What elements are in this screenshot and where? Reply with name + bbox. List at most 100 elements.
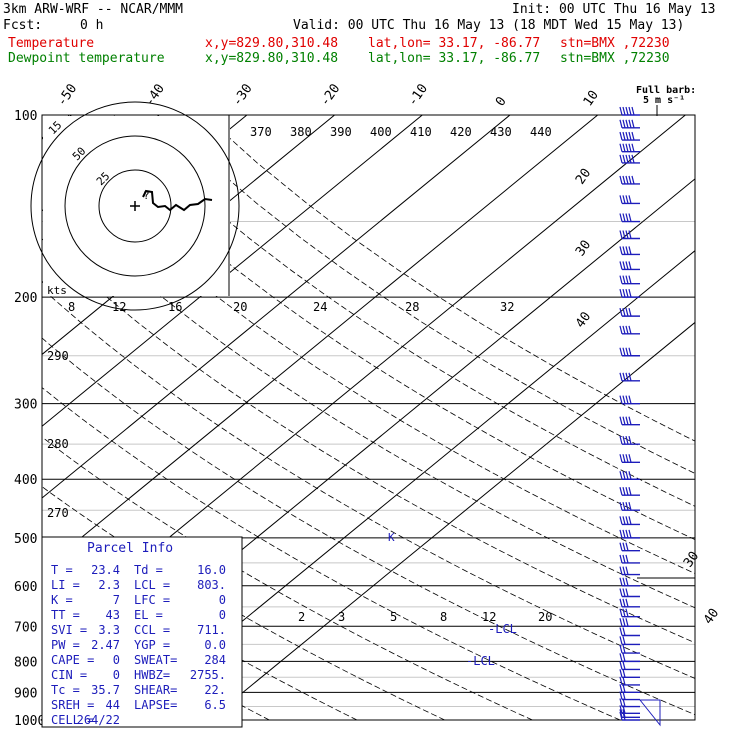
parcel-info-key: SVI = <box>51 623 87 637</box>
mixing-ratio-label: 32 <box>500 300 514 314</box>
wind-barb-feather <box>625 275 629 284</box>
wind-barb-feather <box>622 705 626 714</box>
plot-frame <box>41 114 696 721</box>
wind-barb-feather <box>622 347 626 356</box>
wind-barb-feather <box>622 529 626 539</box>
wind-barb-feather <box>619 653 623 662</box>
wind-barb-feather <box>619 691 623 700</box>
theta-label: 420 <box>450 125 472 139</box>
temperature-tick-label: -20 <box>318 81 344 109</box>
wind-barb-feather <box>628 288 632 298</box>
wind-barb-feather <box>622 554 626 564</box>
wind-barb-feather <box>628 275 632 284</box>
wind-barb-feather <box>628 416 632 425</box>
temperature-latlon: lat,lon= 33.17, -86.77 <box>368 36 541 51</box>
wind-barb-feather <box>625 325 629 334</box>
temperature-tick-label: -10 <box>405 81 431 109</box>
theta-side-label: 280 <box>47 437 69 451</box>
wind-barb-feather <box>622 487 626 496</box>
parcel-info-value: 0 <box>219 608 226 622</box>
pressure-tick-label: 1000 <box>14 714 45 729</box>
wind-barb-feather <box>619 705 623 714</box>
temperature-profile-line <box>0 115 3 720</box>
wind-barb-feather <box>625 487 629 496</box>
wind-barb-feather <box>622 598 626 607</box>
wind-barb-feather <box>619 709 623 718</box>
wind-barb-feather <box>622 436 626 445</box>
wind-barb-feather <box>619 577 623 586</box>
dry-adiabat-line <box>42 136 695 574</box>
parcel-info-key: HWBZ= <box>134 668 170 682</box>
ccl-annotation: -LCL <box>488 622 517 636</box>
temperature-xy: x,y=829.80,310.48 <box>205 36 339 51</box>
hodograph-kts-label: kts <box>47 284 67 297</box>
wind-barb-feather <box>622 516 626 525</box>
wind-barb-feather <box>622 154 626 164</box>
wind-barb-feather <box>622 636 626 645</box>
temperature-tick-label: -30 <box>230 81 256 109</box>
wind-barb-feather <box>628 454 632 463</box>
wind-barb-feather <box>622 698 626 707</box>
temperature-tick-label: 10 <box>581 88 602 109</box>
wind-barb-feather <box>619 711 623 721</box>
parcel-info-key: CIN = <box>51 668 87 682</box>
wind-barb-feather <box>628 154 632 164</box>
wind-barb-feather <box>622 711 626 721</box>
wind-barb-feather <box>622 261 626 270</box>
parcel-info-key: CAPE = <box>51 653 94 667</box>
wind-barb-feather <box>625 577 629 586</box>
wind-barb-feather <box>625 131 629 141</box>
dry-adiabat-line <box>42 187 695 609</box>
wind-barb-feather <box>622 288 626 298</box>
dry-adiabat-line <box>203 115 695 442</box>
theta-label: 380 <box>290 125 312 139</box>
wind-barb-feather <box>619 542 623 551</box>
wind-barb-feather <box>619 195 623 204</box>
wind-barb-feather <box>622 566 626 575</box>
wind-barb-feather <box>622 608 626 617</box>
wind-barb-feather <box>619 698 623 707</box>
parcel-info-value: 0.0 <box>204 638 226 652</box>
wind-barb-feather <box>619 471 623 480</box>
wind-barb-feather <box>625 246 629 255</box>
wind-barb-feather <box>622 213 626 222</box>
wind-barb-feather <box>622 471 626 480</box>
wind-barb-feather <box>619 554 623 564</box>
wind-barb-feather <box>628 471 632 480</box>
isotherm-line <box>42 115 423 427</box>
parcel-info-key: LCL = <box>134 578 170 592</box>
wind-barb-feather <box>628 131 632 141</box>
mixing-ratio-label: 3 <box>338 610 345 624</box>
wind-barb-feather <box>628 395 632 404</box>
wind-barb-feather <box>619 246 623 255</box>
pressure-tick-label: 400 <box>14 473 37 488</box>
pressure-tick-label: 600 <box>14 580 37 595</box>
temperature-tick-label: 0 <box>493 94 510 109</box>
wind-barb-feather <box>625 416 629 425</box>
wind-barb-feather <box>619 684 623 693</box>
wind-barb-feather <box>625 372 629 381</box>
wind-barb-feather <box>625 175 629 185</box>
wind-barb-feather <box>619 175 623 185</box>
wind-barb-feather <box>622 669 626 678</box>
parcel-info-value: 7 <box>113 593 120 607</box>
fcst-value: 0 h <box>80 18 104 33</box>
wind-barb-feather <box>628 516 632 525</box>
wind-barb-feather <box>619 627 623 636</box>
wind-barb-feather <box>628 119 632 128</box>
mixing-ratio-label: 5 <box>390 610 397 624</box>
wind-barb-feather <box>628 230 632 239</box>
parcel-info-value: 3.3 <box>98 623 120 637</box>
parcel-info-value: 264/22 <box>77 713 120 727</box>
wind-barb-feather <box>631 154 635 164</box>
wind-barb-feather <box>622 653 626 662</box>
pressure-tick-label: 900 <box>14 686 37 701</box>
parcel-info-key: CCL = <box>134 623 170 637</box>
wind-barb-feather <box>619 325 623 334</box>
wind-barb-feather <box>625 566 629 575</box>
wind-barb-feather <box>622 395 626 404</box>
wind-barb-feather <box>619 618 623 627</box>
parcel-info-value: 6.5 <box>204 698 226 712</box>
wind-barb-feather <box>622 175 626 185</box>
hodograph-trace <box>142 189 213 212</box>
